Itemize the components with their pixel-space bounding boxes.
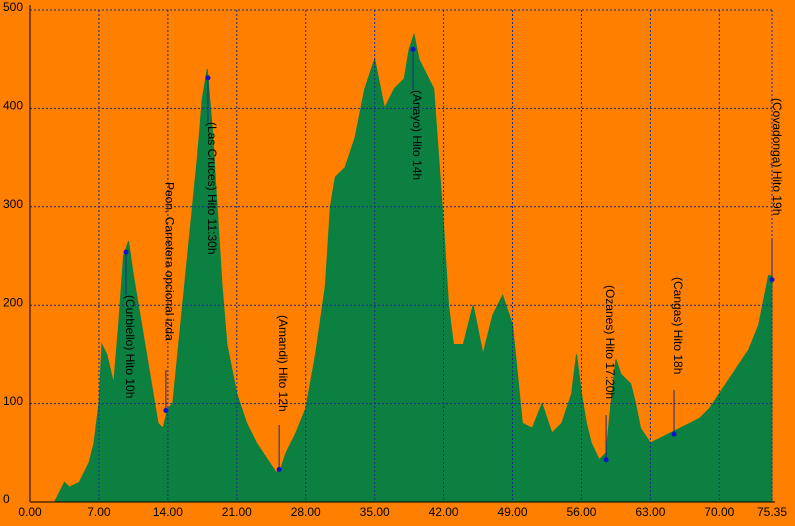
y-tick-label: 0	[3, 492, 10, 506]
waypoint	[163, 407, 169, 413]
x-tick-label: 63.00	[635, 505, 665, 519]
waypoint	[205, 75, 211, 81]
y-tick-label: 200	[3, 295, 23, 309]
waypoint	[671, 431, 677, 437]
x-tick-label: 28.00	[291, 505, 321, 519]
elevation-area	[53, 32, 773, 503]
x-tick-label: 75.35	[757, 505, 787, 519]
x-tick-label: 14.00	[153, 505, 183, 519]
waypoint-label: (Cangas) Hito 18h	[671, 277, 685, 374]
waypoint-label: (Amandi) Hito 12h	[276, 315, 290, 412]
x-tick-label: 49.00	[498, 505, 528, 519]
x-tick-label: 70.00	[704, 505, 734, 519]
x-tick-label: 56.00	[566, 505, 596, 519]
x-tick-label: 0.00	[18, 505, 42, 519]
waypoint-label: (Curbiello) Hito 10h	[123, 295, 137, 398]
y-tick-label: 100	[3, 394, 23, 408]
waypoint	[769, 277, 775, 283]
x-tick-label: 35.00	[360, 505, 390, 519]
waypoint-label: (Covadonga) Hito 19h	[770, 98, 784, 215]
waypoint-label: (Anayo) Hito 14h	[410, 90, 424, 180]
waypoint-label: Peon. Carretera opcional izda	[163, 182, 177, 341]
x-tick-label: 21.00	[222, 505, 252, 519]
x-tick-label: 7.00	[87, 505, 111, 519]
waypoint	[276, 467, 282, 473]
y-tick-label: 400	[3, 99, 23, 113]
waypoint	[410, 46, 416, 52]
y-tick-label: 500	[3, 0, 23, 14]
waypoint-label: (Ozanes) Hito 17:20h	[603, 285, 617, 399]
x-tick-label: 42.00	[429, 505, 459, 519]
waypoint	[603, 457, 609, 463]
waypoint	[123, 249, 129, 255]
y-tick-label: 300	[3, 197, 23, 211]
waypoint-label: (Las Cruces) Hito 11:30h	[205, 122, 219, 255]
